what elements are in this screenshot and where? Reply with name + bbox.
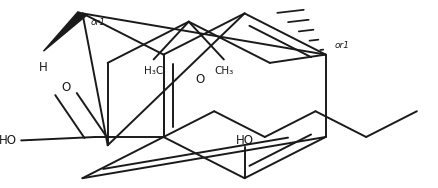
Polygon shape: [43, 12, 87, 51]
Text: or1: or1: [91, 18, 106, 27]
Text: HO: HO: [236, 134, 254, 147]
Text: H: H: [39, 61, 48, 74]
Text: CH₃: CH₃: [214, 66, 233, 76]
Text: O: O: [195, 73, 204, 86]
Text: H₃C: H₃C: [144, 66, 163, 76]
Text: H: H: [269, 0, 278, 3]
Text: or1: or1: [334, 41, 349, 50]
Text: HO: HO: [0, 134, 17, 147]
Text: O: O: [61, 81, 71, 94]
